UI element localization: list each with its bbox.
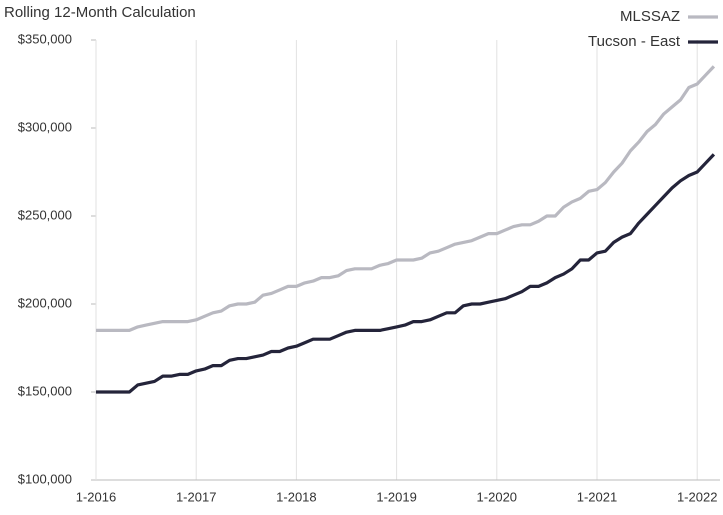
x-tick-label: 1-2018 <box>276 489 316 504</box>
series-line <box>96 65 716 332</box>
y-tick-label: $350,000 <box>18 31 72 46</box>
y-tick-label: $250,000 <box>18 207 72 222</box>
y-tick-label: $200,000 <box>18 295 72 310</box>
chart-title: Rolling 12-Month Calculation <box>4 4 196 21</box>
x-tick-label: 1-2019 <box>376 489 416 504</box>
y-tick-label: $300,000 <box>18 119 72 134</box>
x-tick-label: 1-2016 <box>76 489 116 504</box>
legend-label: MLSSAZ <box>620 8 680 25</box>
x-tick-label: 1-2022 <box>677 489 717 504</box>
y-tick-label: $100,000 <box>18 471 72 486</box>
x-tick-label: 1-2021 <box>577 489 617 504</box>
legend-label: Tucson - East <box>588 33 681 50</box>
series-line <box>96 153 716 394</box>
x-tick-label: 1-2017 <box>176 489 216 504</box>
x-tick-label: 1-2020 <box>477 489 517 504</box>
y-tick-label: $150,000 <box>18 383 72 398</box>
